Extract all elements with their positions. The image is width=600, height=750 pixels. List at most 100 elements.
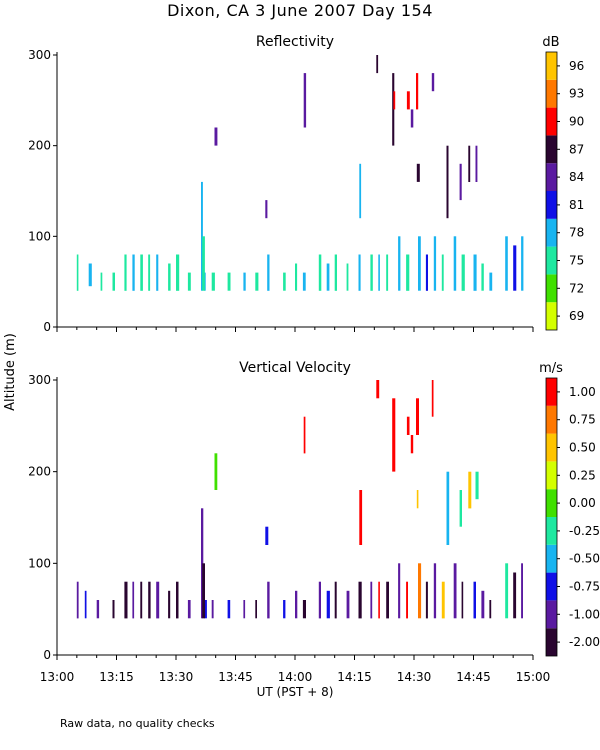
velocity-y-tick-label: 100 (28, 556, 51, 570)
velocity-data-cell (84, 590, 87, 619)
velocity-colorbar-label: -0.25 (569, 524, 600, 538)
reflectivity-data-cell (76, 254, 79, 291)
velocity-data-cell (358, 581, 362, 619)
reflectivity-data-cell (406, 254, 410, 291)
velocity-data-cell (283, 600, 286, 619)
velocity-data-cell (243, 600, 246, 619)
reflectivity-data-cell (521, 236, 524, 291)
reflectivity-colorbar-swatch (546, 163, 557, 191)
velocity-colorbar-swatch (546, 405, 557, 434)
reflectivity-y-tick-label: 300 (28, 48, 51, 62)
reflectivity-data-cell (214, 127, 218, 146)
velocity-data-cell (176, 581, 179, 619)
velocity-y-tick-label: 300 (28, 373, 51, 387)
reflectivity-data-cell (88, 263, 92, 287)
velocity-data-cell (156, 581, 160, 619)
velocity-data-cell (418, 563, 422, 619)
velocity-colorbar-swatch (546, 489, 557, 517)
velocity-data-cell (481, 590, 485, 619)
reflectivity-data-cell (334, 254, 337, 291)
reflectivity-data-cell (475, 145, 478, 182)
velocity-data-cell (425, 581, 428, 619)
reflectivity-data-cell (392, 73, 395, 146)
velocity-data-cell (132, 581, 135, 619)
reflectivity-data-cell (431, 73, 435, 92)
reflectivity-colorbar-swatch (546, 274, 557, 303)
x-tick-label: 13:30 (159, 670, 194, 684)
reflectivity-colorbar-unit: dB (542, 35, 559, 50)
velocity-y-tick-label: 0 (43, 648, 51, 662)
reflectivity-data-cell (211, 272, 215, 291)
velocity-data-cell (473, 581, 476, 619)
reflectivity-data-cell (202, 236, 205, 291)
velocity-data-cell (203, 600, 207, 619)
reflectivity-data-cell (265, 200, 268, 219)
reflectivity-data-cell (255, 272, 259, 291)
x-axis-label: UT (PST + 8) (257, 685, 334, 699)
velocity-data-cell (318, 581, 321, 619)
reflectivity-data-cell (459, 163, 462, 201)
reflectivity-data-cell (425, 254, 428, 291)
velocity-data-cell (346, 590, 350, 619)
reflectivity-data-cell (267, 254, 270, 291)
reflectivity-title: Reflectivity (256, 34, 334, 50)
velocity-data-cell (295, 590, 298, 619)
reflectivity-data-cell (418, 236, 421, 291)
x-tick-label: 14:30 (397, 670, 432, 684)
reflectivity-data-cell (398, 236, 401, 291)
reflectivity-data-cell (433, 236, 437, 291)
velocity-colorbar-swatch (546, 378, 557, 406)
velocity-data-cell (303, 416, 306, 454)
velocity-data-cell (406, 416, 410, 435)
reflectivity-data-cell (453, 236, 457, 291)
x-tick-label: 13:00 (40, 670, 75, 684)
velocity-data-cell (267, 581, 270, 619)
velocity-data-cell (168, 590, 171, 619)
reflectivity-data-cell (376, 55, 379, 74)
velocity-data (76, 380, 523, 619)
reflectivity-colorbar-swatch (546, 79, 557, 108)
reflectivity-colorbar-swatch (546, 191, 557, 219)
velocity-data-cell (112, 600, 115, 619)
velocity-data-cell (302, 600, 306, 619)
velocity-data-cell (386, 581, 389, 619)
velocity-data-cell (416, 490, 419, 509)
reflectivity-data-cell (416, 163, 420, 182)
velocity-colorbar-label: -1.00 (569, 607, 600, 621)
reflectivity-panel: Reflectivity dB 0 100 200 300 69 72 75 78 81 84 87… (28, 34, 584, 334)
reflectivity-data-cell (201, 181, 203, 291)
reflectivity-data-cell (302, 272, 306, 291)
velocity-colorbar-swatch (546, 517, 557, 545)
velocity-colorbar-label: -0.50 (569, 552, 600, 566)
reflectivity-data-cell (346, 263, 349, 291)
reflectivity-colorbar-label: 93 (569, 87, 584, 101)
velocity-data-cell (468, 471, 472, 509)
velocity-data-cell (265, 526, 269, 545)
figure-title: Dixon, CA 3 June 2007 Day 154 (167, 1, 433, 20)
velocity-data-cell (461, 581, 464, 619)
velocity-data-cell (398, 563, 401, 619)
velocity-data-cell (359, 490, 363, 545)
velocity-colorbar-label: -2.00 (569, 635, 600, 649)
velocity-colorbar-swatch (546, 628, 557, 656)
reflectivity-colorbar-swatch (546, 135, 557, 164)
velocity-y-tick-label: 200 (28, 465, 51, 479)
reflectivity-data-cell (513, 245, 517, 291)
x-tick-label: 14:15 (337, 670, 372, 684)
velocity-colorbar-swatch (546, 600, 557, 629)
velocity-colorbar-label: 0.25 (569, 468, 596, 482)
reflectivity-data-cell (227, 272, 231, 291)
reflectivity-colorbar-label: 96 (569, 59, 584, 73)
velocity-data-cell (505, 563, 509, 619)
reflectivity-data-cell (318, 254, 322, 291)
velocity-data-cell (255, 600, 257, 619)
reflectivity-data-cell (505, 236, 508, 291)
reflectivity-data-cell (441, 254, 444, 291)
footer-note: Raw data, no quality checks (60, 717, 215, 730)
velocity-data-cell (214, 453, 218, 490)
velocity-data-cell (433, 563, 437, 619)
reflectivity-colorbar-swatch (546, 302, 557, 330)
velocity-data-cell (140, 581, 143, 619)
reflectivity-y-tick-label: 0 (43, 320, 51, 334)
